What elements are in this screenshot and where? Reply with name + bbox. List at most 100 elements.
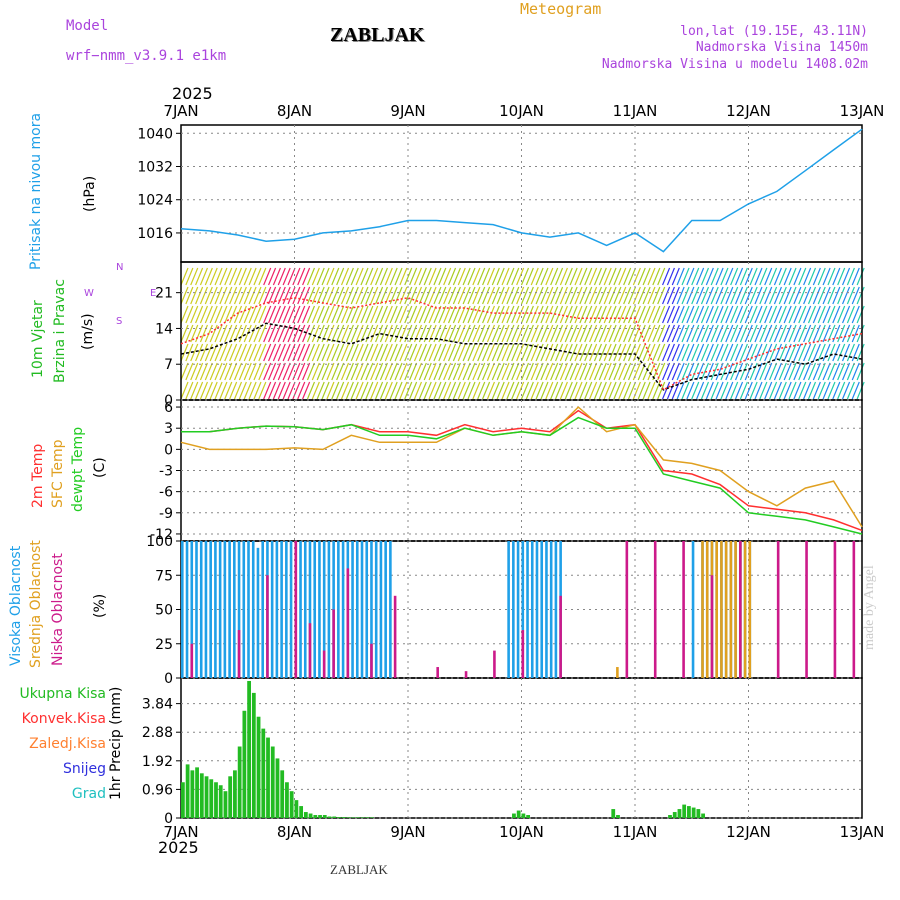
wind-barb <box>282 267 291 286</box>
wind-barb <box>355 362 364 381</box>
wind-barb <box>793 305 802 324</box>
wind-barb <box>637 305 646 324</box>
wind-barb <box>550 381 559 400</box>
wind-barb <box>302 267 311 286</box>
wind-barb <box>623 267 632 286</box>
cloud-bar-low_cloud <box>805 541 808 678</box>
wind-barb <box>311 305 320 324</box>
wind-barb <box>851 381 860 400</box>
wind-barb <box>569 343 578 362</box>
wind-barb <box>491 324 500 343</box>
wind-barb <box>725 267 734 286</box>
wind-barb <box>759 381 768 400</box>
wind-barb <box>516 343 525 362</box>
wind-dir-e: E <box>150 288 157 299</box>
wind-barb <box>214 343 223 362</box>
wind-barb <box>482 381 491 400</box>
wind-barb <box>365 286 374 305</box>
wind-barb <box>389 267 398 286</box>
wind-barb <box>409 362 418 381</box>
wind-barb <box>652 343 661 362</box>
wind-barb <box>258 305 267 324</box>
wind-barb <box>788 305 797 324</box>
wind-barb <box>807 324 817 343</box>
wind-barb <box>812 324 821 343</box>
wind-barb <box>443 267 452 286</box>
wind-barb <box>559 343 568 362</box>
wind-barb <box>272 324 281 343</box>
wind-barb <box>725 324 734 343</box>
wind-barb <box>248 286 257 305</box>
legend-conv-precip: Konvek.Kisa <box>21 711 106 727</box>
wind-barb <box>229 286 238 305</box>
cloud-bar-high_cloud <box>360 541 364 678</box>
xtick-label-bottom: 13JAN <box>840 823 885 841</box>
wind-barb <box>788 381 797 400</box>
wind-barb <box>248 381 257 400</box>
wind-barb <box>360 343 369 362</box>
wind-barb <box>545 381 554 400</box>
wind-barb <box>195 381 204 400</box>
wind-barb <box>759 324 768 343</box>
wind-barb <box>681 381 690 400</box>
wind-barb <box>243 362 252 381</box>
wind-barb <box>647 305 656 324</box>
wind-barb <box>370 324 379 343</box>
wind-barb <box>438 362 447 381</box>
wind-barb <box>550 324 559 343</box>
cloud-bar-high_cloud <box>554 541 558 678</box>
cloud-bar-high_cloud <box>322 541 326 678</box>
wind-barb <box>637 286 646 305</box>
wind-barb <box>238 381 247 400</box>
year-bottom: 2025 <box>158 838 199 857</box>
wind-barb <box>696 305 705 324</box>
wind-barb <box>773 362 782 381</box>
wind-barb <box>443 362 452 381</box>
wind-barb <box>316 267 325 286</box>
wind-barb <box>501 286 510 305</box>
wind-barb <box>306 381 316 400</box>
wind-barb <box>725 362 734 381</box>
wind-barb <box>491 267 500 286</box>
wind-barb <box>180 305 189 324</box>
cloud-bar-high_cloud <box>365 541 369 678</box>
wind-barb <box>662 324 671 343</box>
wind-barb <box>593 381 603 400</box>
wind-barb <box>671 343 680 362</box>
wind-barb <box>311 324 320 343</box>
precip-bar <box>611 809 616 818</box>
wind-barb <box>472 343 481 362</box>
wind-barb <box>253 381 262 400</box>
precip-bar <box>341 817 346 818</box>
wind-barb <box>715 343 724 362</box>
wind-barb <box>199 305 209 324</box>
wind-barb <box>214 267 223 286</box>
precip-bar <box>280 770 285 818</box>
wind-barb <box>705 381 714 400</box>
wind-barb <box>486 381 496 400</box>
wind-barb <box>190 381 199 400</box>
wind-barb <box>730 381 739 400</box>
wind-barb <box>516 381 525 400</box>
xtick-label-bottom: 8JAN <box>277 823 312 841</box>
wind-barb <box>608 343 617 362</box>
wind-barb <box>841 362 851 381</box>
wind-barb <box>710 362 719 381</box>
precip-bar <box>521 813 526 818</box>
wind-barb <box>248 324 257 343</box>
wind-barb <box>632 324 641 343</box>
precip-bar <box>526 815 531 818</box>
precip-bar <box>266 737 270 818</box>
xtick-label-top: 8JAN <box>277 102 312 120</box>
wind-barb <box>404 286 413 305</box>
wind-barb <box>316 362 325 381</box>
wind-barb <box>841 286 851 305</box>
wind-barb <box>195 267 204 286</box>
wind-barb <box>277 343 286 362</box>
wind-barb <box>306 267 316 286</box>
wind-barb <box>569 267 578 286</box>
wind-barb <box>486 267 496 286</box>
wind-barb <box>540 343 549 362</box>
wind-barb <box>837 343 846 362</box>
wind-barb <box>477 343 486 362</box>
